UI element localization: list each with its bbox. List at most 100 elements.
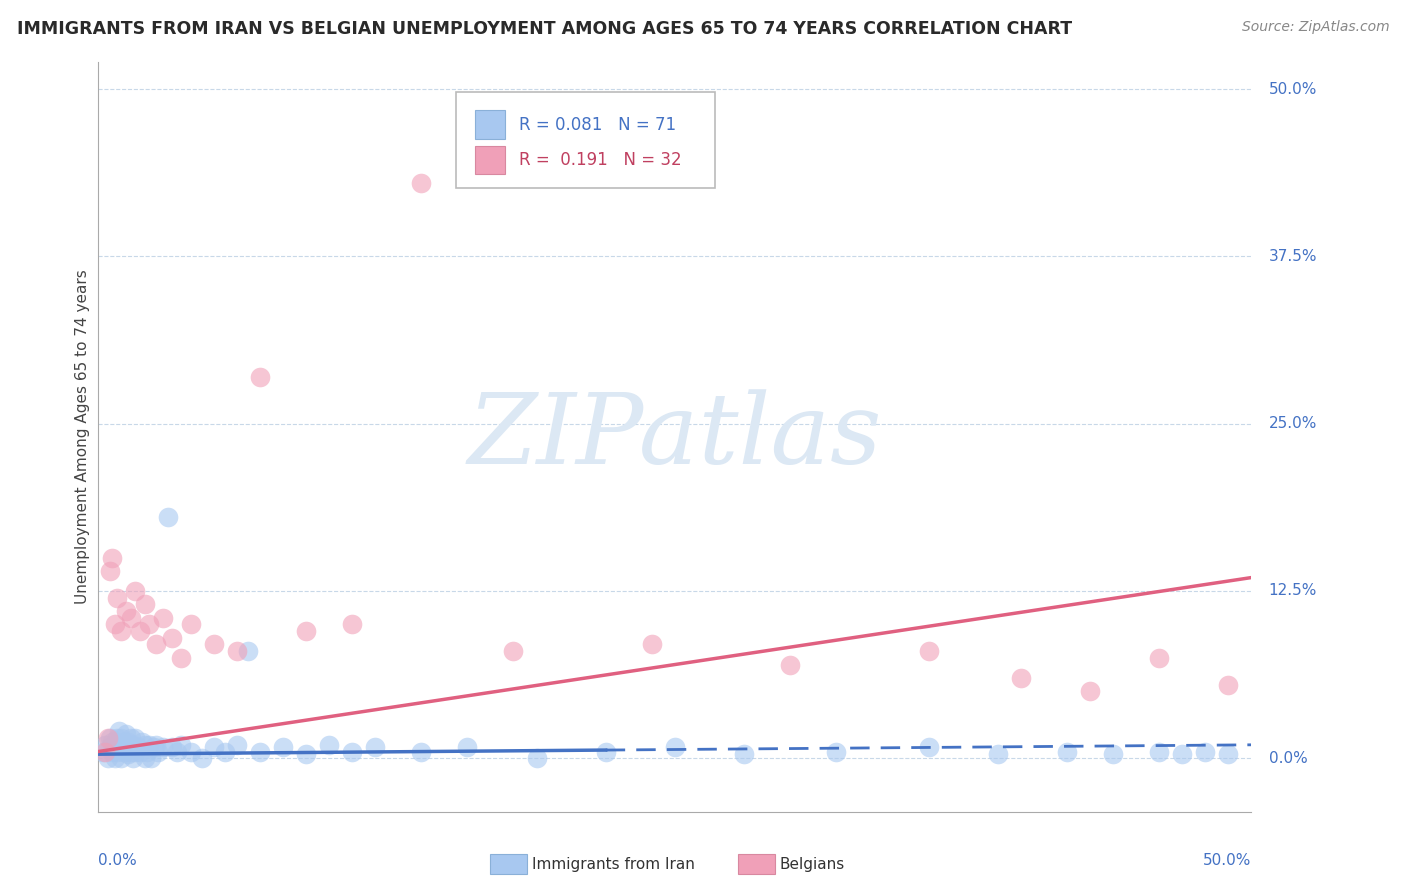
Point	[917, 740, 939, 755]
Point	[110, 751, 132, 765]
Point	[105, 744, 128, 758]
Point	[115, 604, 138, 618]
Point	[122, 751, 145, 765]
Point	[249, 744, 271, 758]
Point	[456, 740, 478, 755]
Point	[170, 738, 193, 752]
Point	[733, 747, 755, 762]
Point	[141, 751, 163, 765]
Point	[124, 744, 146, 758]
Point	[1171, 747, 1194, 762]
Point	[340, 617, 363, 632]
Text: 0.0%: 0.0%	[1268, 751, 1308, 765]
Point	[101, 735, 124, 749]
Point	[127, 740, 149, 755]
Text: Source: ZipAtlas.com: Source: ZipAtlas.com	[1241, 20, 1389, 34]
Text: 12.5%: 12.5%	[1268, 583, 1317, 599]
Point	[101, 744, 124, 758]
Point	[295, 624, 318, 639]
Point	[115, 727, 138, 741]
Point	[120, 731, 142, 746]
Point	[91, 744, 114, 758]
Point	[138, 738, 160, 752]
Point	[101, 550, 124, 565]
Point	[411, 176, 433, 190]
Point	[145, 738, 167, 752]
Point	[110, 740, 132, 755]
Point	[97, 731, 120, 746]
Text: 37.5%: 37.5%	[1268, 249, 1317, 264]
Point	[103, 738, 125, 752]
Point	[987, 747, 1010, 762]
Text: 0.0%: 0.0%	[98, 853, 138, 868]
Text: R =  0.191   N = 32: R = 0.191 N = 32	[519, 151, 682, 169]
Point	[112, 744, 135, 758]
Point	[1218, 678, 1240, 692]
Bar	[475, 111, 505, 139]
Point	[1078, 684, 1101, 698]
Point	[1056, 744, 1078, 758]
Point	[1010, 671, 1032, 685]
Text: 25.0%: 25.0%	[1268, 417, 1317, 431]
Point	[917, 644, 939, 658]
Point	[94, 744, 117, 758]
Point	[103, 751, 125, 765]
Point	[526, 751, 548, 765]
Point	[112, 735, 135, 749]
Point	[364, 740, 387, 755]
Point	[152, 740, 174, 755]
Point	[110, 624, 132, 639]
Point	[825, 744, 848, 758]
Point	[641, 637, 664, 651]
Point	[160, 740, 183, 755]
Point	[120, 611, 142, 625]
Text: ZIPatlas: ZIPatlas	[468, 390, 882, 484]
Point	[129, 744, 152, 758]
Point	[134, 598, 156, 612]
Point	[98, 564, 121, 578]
Point	[138, 617, 160, 632]
Point	[225, 644, 247, 658]
Point	[117, 735, 139, 749]
Point	[105, 731, 128, 746]
Point	[156, 510, 179, 524]
Bar	[738, 855, 775, 874]
Text: Belgians: Belgians	[780, 856, 845, 871]
Point	[117, 747, 139, 762]
Point	[103, 617, 125, 632]
Point	[180, 617, 202, 632]
Point	[1194, 744, 1216, 758]
Point	[122, 738, 145, 752]
Point	[94, 738, 117, 752]
Text: 50.0%: 50.0%	[1268, 82, 1317, 96]
Text: R = 0.081   N = 71: R = 0.081 N = 71	[519, 116, 676, 134]
Y-axis label: Unemployment Among Ages 65 to 74 years: Unemployment Among Ages 65 to 74 years	[75, 269, 90, 605]
Point	[202, 637, 225, 651]
FancyBboxPatch shape	[456, 93, 716, 188]
Text: 50.0%: 50.0%	[1204, 853, 1251, 868]
Bar	[491, 855, 527, 874]
Point	[595, 744, 617, 758]
Text: IMMIGRANTS FROM IRAN VS BELGIAN UNEMPLOYMENT AMONG AGES 65 TO 74 YEARS CORRELATI: IMMIGRANTS FROM IRAN VS BELGIAN UNEMPLOY…	[17, 20, 1071, 37]
Point	[779, 657, 801, 672]
Point	[152, 611, 174, 625]
Point	[1147, 651, 1170, 665]
Point	[110, 731, 132, 746]
Point	[124, 731, 146, 746]
Point	[318, 738, 340, 752]
Point	[202, 740, 225, 755]
Point	[97, 751, 120, 765]
Point	[170, 651, 193, 665]
Point	[295, 747, 318, 762]
Point	[214, 744, 236, 758]
Point	[166, 744, 188, 758]
Point	[135, 744, 157, 758]
Point	[1147, 744, 1170, 758]
Point	[191, 751, 214, 765]
Point	[120, 744, 142, 758]
Point	[131, 735, 153, 749]
Point	[664, 740, 686, 755]
Point	[124, 584, 146, 599]
Point	[105, 591, 128, 605]
Point	[108, 724, 131, 739]
